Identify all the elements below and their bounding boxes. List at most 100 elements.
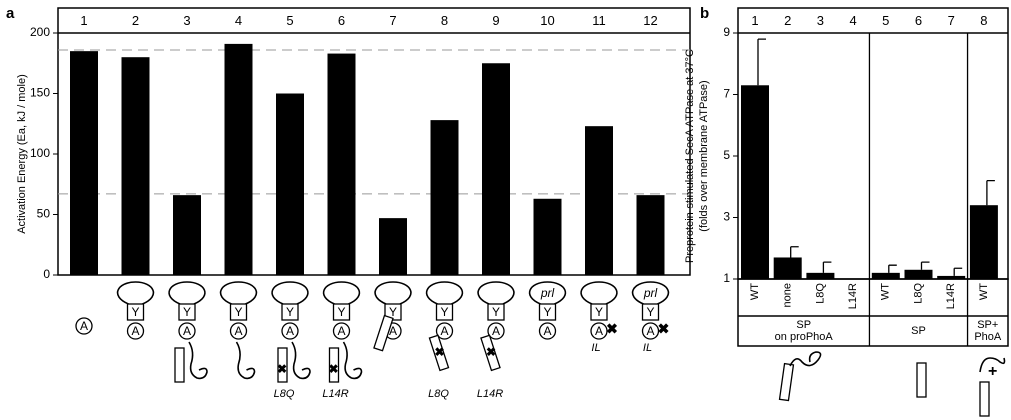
circle [641, 322, 660, 340]
loop [322, 281, 361, 305]
box [332, 303, 351, 321]
bar [121, 57, 150, 276]
group-label: SP+ [977, 319, 998, 331]
loop [528, 281, 567, 305]
lane-number: 7 [948, 13, 955, 28]
box [126, 303, 145, 321]
y-axis-label: (folds over membrane ATPase) [698, 80, 710, 231]
loop [631, 281, 670, 305]
box [281, 303, 299, 321]
bar [969, 205, 998, 279]
x-tick-label: WT [978, 283, 990, 300]
box [641, 303, 660, 321]
cross: ✖ [658, 321, 670, 337]
bar [70, 51, 98, 276]
lane-number: 1 [80, 13, 87, 28]
loop [116, 281, 155, 305]
x-tick-label: WT [749, 283, 761, 300]
bar [327, 53, 356, 275]
circle [229, 322, 248, 340]
bar [741, 85, 769, 280]
circle [332, 322, 351, 340]
box-label: Y [543, 305, 551, 319]
box [538, 303, 557, 321]
circle-label: A [234, 324, 242, 338]
circle-label: A [543, 324, 551, 338]
cross: ✖ [328, 362, 338, 376]
panel-label: b [700, 5, 709, 22]
box-label: Y [234, 305, 242, 319]
mutation-label: L8Q [274, 388, 295, 400]
bar [482, 63, 510, 275]
signal-peptide [373, 314, 394, 352]
box-label: Y [646, 305, 654, 319]
signal-peptide [428, 334, 450, 372]
circle-label: A [646, 324, 654, 338]
y-tick-label: 1 [723, 271, 730, 285]
lane-number: 1 [751, 13, 758, 28]
signal-peptide [480, 334, 501, 372]
error-bar [986, 179, 995, 206]
box-label: Y [595, 305, 603, 319]
loop [271, 281, 309, 305]
lane-number: 2 [132, 13, 139, 28]
y-tick-label: 150 [30, 86, 50, 100]
box-label: Y [492, 305, 500, 319]
bar [904, 269, 933, 279]
mark-label: IL [643, 342, 652, 354]
group-label: PhoA [974, 331, 1002, 343]
bar [585, 126, 613, 275]
error-bar [953, 267, 963, 276]
y-axis-label: Activation Energy (Ea, kJ / mole) [16, 74, 28, 234]
mark-label: IL [591, 342, 600, 354]
circle [590, 322, 608, 340]
x-tick-label: none [782, 283, 794, 307]
bar [276, 93, 304, 275]
box [229, 303, 248, 321]
mature-chain [188, 341, 208, 380]
lane-number: 3 [183, 13, 190, 28]
lane-number: 8 [980, 13, 987, 28]
lane-number: 6 [915, 13, 922, 28]
lane-number: 8 [441, 13, 448, 28]
plus-sign: + [988, 363, 997, 380]
loop [477, 281, 515, 305]
bar [773, 257, 802, 279]
lane-number: 12 [643, 13, 657, 28]
signal-peptide [174, 347, 185, 383]
bar [937, 275, 966, 279]
circle-label: A [492, 324, 500, 338]
mutation-label: L14R [477, 388, 503, 400]
circle-label: A [80, 319, 88, 333]
circle-label: A [337, 324, 345, 338]
loop [168, 281, 206, 305]
circle [538, 322, 557, 340]
circle-label: A [440, 324, 448, 338]
loop [374, 281, 412, 305]
lane-number: 11 [592, 13, 606, 28]
schematic-icons: + [778, 351, 1006, 417]
lane-number: 6 [338, 13, 345, 28]
lane-number: 5 [882, 13, 889, 28]
circle [126, 322, 145, 340]
box [590, 303, 608, 321]
circle-label: A [286, 324, 294, 338]
circle-label: A [183, 324, 191, 338]
box-label: Y [440, 305, 448, 319]
error-bar [757, 38, 766, 86]
group-label: on proPhoA [775, 331, 834, 343]
box-label: Y [183, 305, 191, 319]
x-tick-label: L8Q [814, 283, 826, 304]
loop-label: prl [643, 286, 658, 300]
box-label: Y [286, 305, 294, 319]
lane-number: 3 [817, 13, 824, 28]
lane-number: 9 [492, 13, 499, 28]
x-tick-label: WT [880, 283, 892, 300]
error-bar [790, 246, 799, 258]
cross: ✖ [434, 345, 444, 359]
circle [487, 322, 505, 340]
circle [178, 322, 196, 340]
mature-chain [291, 341, 311, 380]
group-label: SP [911, 325, 926, 337]
